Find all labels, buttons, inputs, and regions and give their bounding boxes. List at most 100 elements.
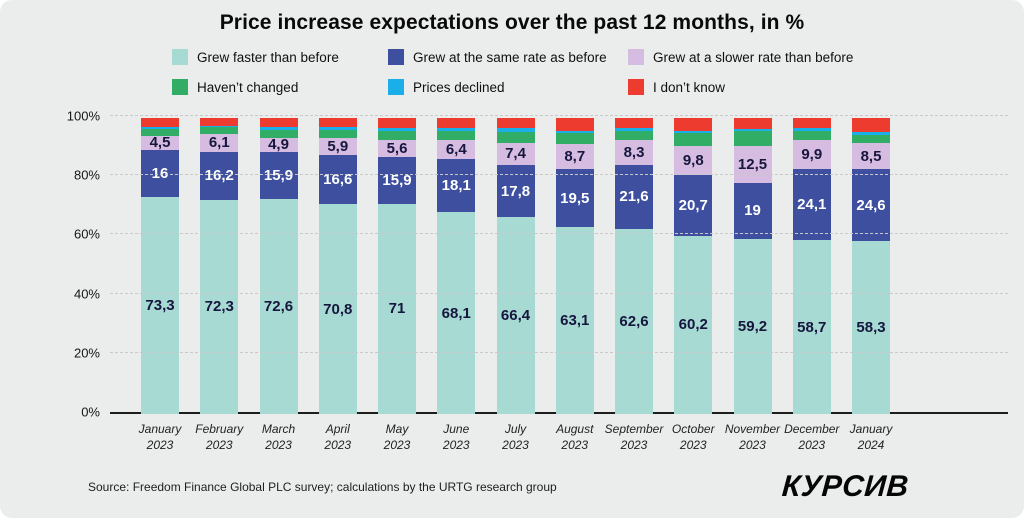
segment-grew-faster: 59,2 [733,238,772,414]
y-axis-tick-20: 20% [73,345,100,361]
legend-swatch-icon [388,79,404,95]
segment-havent-changed [437,130,476,140]
segment-same-rate: 16,6 [318,155,357,205]
segment-value-label: 68,1 [441,304,471,322]
stacked-bar: 66,4 17,8 7,4 [496,118,535,414]
segment-grew-faster: 68,1 [437,212,476,414]
segment-value-label: 66,4 [500,307,531,325]
segment-slower-rate: 4,9 [259,137,298,152]
kursiv-logo: КУРСИВ [781,470,911,503]
legend-item-2: Grew at a slower rate than before [628,49,1024,65]
x-axis-label: December 2023 [784,422,839,453]
segment-value-label: 59,2 [737,317,768,335]
bar-slot-october-2023: 60,2 20,7 9,8 October 2023 [671,118,715,452]
segment-value-label: 72,6 [263,298,294,316]
segment-havent-changed [792,130,831,140]
y-axis-tick-80: 80% [73,167,100,183]
x-axis-label: March 2023 [262,422,295,453]
segment-grew-faster: 60,2 [674,235,713,414]
chart-title: Price increase expectations over the pas… [219,11,805,34]
legend-label: Prices declined [413,79,505,95]
segment-dont-know [200,118,239,126]
x-axis-label: July 2023 [502,422,529,453]
segment-value-label: 24,6 [856,196,886,214]
x-axis-label-year: 2023 [383,437,411,452]
segment-same-rate: 24,1 [792,168,831,241]
gridline-40 [110,292,1008,294]
stacked-bar: 72,6 15,9 4,9 [259,118,298,414]
x-axis-label: April 2023 [324,422,351,453]
legend-item-0: Grew faster than before [172,49,388,65]
segment-havent-changed [200,127,239,134]
segment-value-label: 19 [744,202,761,220]
segment-havent-changed [259,129,298,138]
x-axis-label-year: 2023 [739,437,766,452]
segment-prices-declined [555,131,594,134]
x-axis-label-month: February [195,421,244,436]
segment-slower-rate: 12,5 [733,145,772,183]
plot-area: 73,3 16 4,5 January 2023 72,3 16,2 6,1 February 2… [67,109,1008,452]
bars-row: 73,3 16 4,5 January 2023 72,3 16,2 6,1 February 2… [138,118,893,452]
y-axis-tick-100: 100% [66,108,100,124]
legend-item-4: Prices declined [388,79,628,95]
segment-value-label: 63,1 [560,312,590,330]
gridline-80 [110,174,1008,176]
segment-grew-faster: 58,3 [852,241,890,414]
x-axis-label-year: 2024 [857,437,885,452]
x-axis-label-month: June [443,421,470,436]
segment-prices-declined [259,127,298,130]
x-axis-label: June 2023 [443,422,470,453]
bar-slot-june-2023: 68,1 18,1 6,4 June 2023 [434,118,478,452]
segment-same-rate: 16,2 [200,152,239,200]
segment-value-label: 8,7 [564,148,586,166]
segment-value-label: 9,9 [801,145,823,163]
segment-prices-declined [437,128,476,131]
bar-slot-september-2023: 62,6 21,6 8,3 September 2023 [605,118,663,452]
segment-grew-faster: 62,6 [615,228,653,414]
segment-value-label: 18,1 [441,177,471,195]
x-axis-label-year: 2023 [442,437,470,452]
legend-swatch-icon [628,49,644,65]
x-axis-label-year: 2023 [324,437,352,452]
segment-slower-rate: 8,7 [555,143,594,170]
segment-value-label: 5,6 [386,139,408,157]
bar-slot-july-2023: 66,4 17,8 7,4 July 2023 [494,118,538,452]
segment-value-label: 16,2 [204,167,234,185]
stacked-bar-chart: 73,3 16 4,5 January 2023 72,3 16,2 6,1 February 2… [0,109,1024,452]
x-axis-label-year: 2023 [265,437,292,452]
segment-slower-rate: 4,5 [141,135,179,150]
x-axis-label: October 2023 [672,422,715,453]
x-axis-label-month: October [671,421,715,436]
segment-slower-rate: 9,8 [674,145,713,175]
legend-label: Grew at the same rate as before [413,49,607,65]
segment-value-label: 60,2 [678,316,708,334]
x-axis-label: January 2024 [850,422,893,453]
segment-slower-rate: 6,4 [437,139,476,159]
segment-prices-declined [496,128,535,132]
legend-label: Haven’t changed [197,79,299,95]
x-axis-label-year: 2023 [146,437,174,452]
segment-havent-changed [615,130,653,141]
stacked-bar: 62,6 21,6 8,3 [615,118,653,414]
stacked-bar: 68,1 18,1 6,4 [437,118,476,414]
segment-slower-rate: 6,1 [200,133,239,152]
segment-havent-changed [378,130,416,141]
segment-same-rate: 19 [733,182,772,239]
legend-label: I don’t know [653,79,726,95]
segment-havent-changed [733,131,772,146]
stacked-bar: 73,3 16 4,5 [141,118,179,414]
stacked-bar: 71 15,9 5,6 [378,118,416,414]
segment-same-rate: 15,9 [378,156,416,204]
segment-value-label: 17,8 [500,182,531,200]
segment-slower-rate: 8,3 [615,140,653,165]
x-axis-label-year: 2023 [205,437,233,452]
segment-prices-declined [792,128,831,131]
segment-dont-know [555,118,594,132]
x-axis-label-month: November [724,421,781,436]
segment-slower-rate: 5,6 [378,140,416,157]
segment-grew-faster: 70,8 [318,204,357,414]
segment-havent-changed [141,128,179,137]
legend-swatch-icon [628,79,644,95]
segment-prices-declined [318,127,357,130]
bar-slot-january-2024: 58,3 24,6 8,5 January 2024 [849,118,893,452]
